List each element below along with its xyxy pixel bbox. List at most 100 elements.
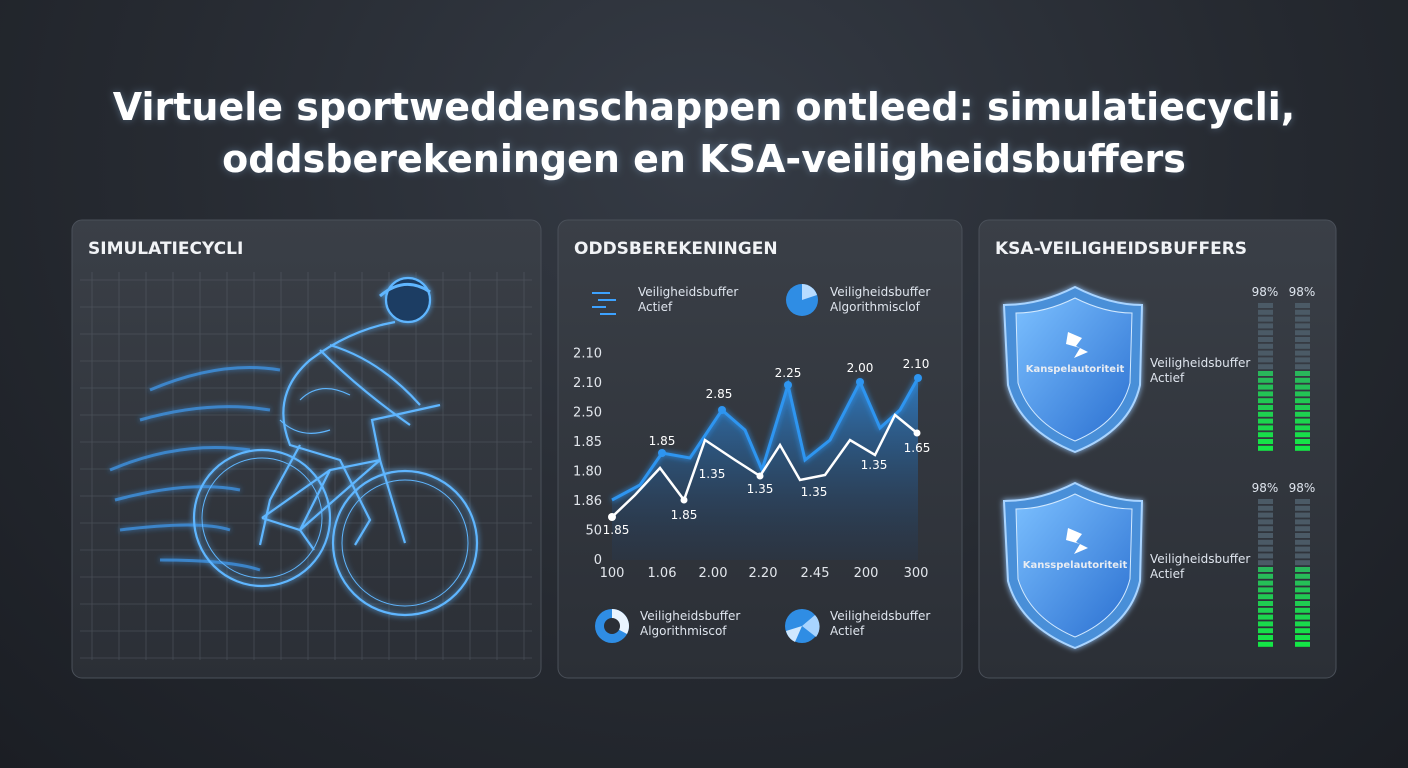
meter-segment	[1295, 350, 1310, 356]
title-line: oddsberekeningen en KSA-veiligheidsbuffe…	[222, 137, 1186, 181]
legend-label: Veiligheidsbuffer	[640, 609, 740, 623]
y-tick-label: 1.80	[573, 465, 602, 480]
meter-segment	[1295, 560, 1310, 566]
decoration	[201, 457, 323, 579]
meter-segment	[1295, 573, 1310, 579]
meter-segment	[1295, 587, 1310, 593]
meter-segment	[1295, 512, 1310, 518]
meter-segment	[1295, 614, 1310, 620]
meter-segment	[1258, 398, 1273, 404]
meter-segment	[1258, 309, 1273, 315]
decoration	[658, 374, 922, 457]
data-label: 1.85	[671, 508, 698, 522]
meter-segment	[1295, 377, 1310, 383]
meter-segment	[1258, 505, 1273, 511]
legend-label: Actief	[830, 624, 865, 638]
meter-segment	[1295, 594, 1310, 600]
panel-heading: SIMULATIECYCLI	[88, 239, 243, 259]
meter-segment	[1258, 418, 1273, 424]
decoration	[114, 485, 241, 502]
meter-segment	[1258, 526, 1273, 532]
meter-segment	[1258, 384, 1273, 390]
decoration	[139, 405, 271, 422]
meter-segment	[1295, 337, 1310, 342]
meter-segment	[1258, 432, 1273, 438]
meter-segment	[1258, 635, 1273, 640]
y-tick-label: 0	[594, 553, 602, 568]
y-tick-label: 2.50	[573, 406, 602, 421]
legend-label: Algorithmiscof	[640, 624, 727, 638]
decoration	[109, 446, 251, 472]
x-tick-label: 300	[904, 566, 929, 581]
meter-segment	[1258, 323, 1273, 329]
meter-segment	[1295, 553, 1310, 559]
decoration	[279, 388, 351, 434]
title: Virtuele sportweddenschappen ontleed: si…	[113, 85, 1296, 181]
meter-segment	[1295, 398, 1310, 404]
meter-segment	[1258, 641, 1273, 647]
meter-segment	[1295, 539, 1310, 545]
panel-heading: ODDSBEREKENINGEN	[574, 239, 778, 259]
meter-segment	[1295, 601, 1310, 606]
logo-text: Kansspelautoriteit	[1023, 560, 1128, 571]
meter-segment	[1258, 580, 1273, 586]
decoration	[608, 429, 921, 521]
meter-segment	[1295, 391, 1310, 397]
meter-segment	[1295, 533, 1310, 538]
meter-segment	[1295, 371, 1310, 376]
meter-label: 98%	[1289, 481, 1316, 495]
decoration	[192, 448, 332, 588]
decoration	[608, 513, 616, 521]
x-tick-label: 2.20	[749, 566, 778, 581]
decoration	[299, 529, 315, 551]
data-label: 1.35	[801, 485, 828, 499]
meter-segment	[1295, 607, 1310, 613]
y-tick-label: 1.85	[573, 435, 602, 450]
meter-segment	[1258, 316, 1273, 322]
meter-label: 98%	[1252, 481, 1279, 495]
logo-text: Kanspelautoriteit	[1026, 364, 1125, 375]
meter-segment	[1295, 303, 1310, 308]
decoration	[109, 366, 281, 572]
x-tick-label: 200	[854, 566, 879, 581]
meter-segment	[1258, 587, 1273, 593]
meter-segment	[1258, 411, 1273, 417]
line	[611, 377, 920, 502]
shield-group: Kanspelautoriteit VeiligheidsbufferActief…	[1002, 285, 1315, 454]
data-label: 1.35	[699, 467, 726, 481]
meter-segment	[1258, 594, 1273, 600]
decoration	[856, 378, 864, 386]
meter-segment	[1295, 357, 1310, 363]
shield-group: Kansspelautoriteit VeiligheidsbufferActie…	[1002, 481, 1316, 650]
meter-segment	[1258, 539, 1273, 545]
meter-segment	[1295, 641, 1310, 647]
decoration	[802, 284, 817, 300]
title-line: Virtuele sportweddenschappen ontleed: si…	[113, 85, 1296, 129]
decoration	[119, 523, 231, 532]
meter-segment	[1295, 343, 1310, 349]
data-label: 2.00	[847, 361, 874, 375]
meter-segment	[1258, 343, 1273, 349]
decoration	[604, 618, 620, 634]
x-tick-label: 2.00	[699, 566, 728, 581]
decoration	[331, 469, 479, 617]
data-label: 2.85	[706, 387, 733, 401]
logo-mark	[1066, 332, 1088, 358]
meter-segment	[1295, 309, 1310, 315]
shield-label: Actief	[1150, 371, 1185, 385]
decoration	[384, 276, 432, 324]
legend-label: Actief	[638, 300, 673, 314]
meter-segment	[1258, 425, 1273, 431]
decoration	[258, 320, 421, 546]
meter-segment	[1295, 432, 1310, 438]
data-label: 1.35	[747, 482, 774, 496]
meter-segment	[1295, 445, 1310, 451]
meter-segment	[1258, 445, 1273, 451]
meter-segment	[1258, 357, 1273, 363]
legend-label: Veiligheidsbuffer	[830, 285, 930, 299]
meter-segment	[1295, 425, 1310, 431]
data-label: 1.65	[904, 441, 931, 455]
meter-segment	[1295, 316, 1310, 322]
